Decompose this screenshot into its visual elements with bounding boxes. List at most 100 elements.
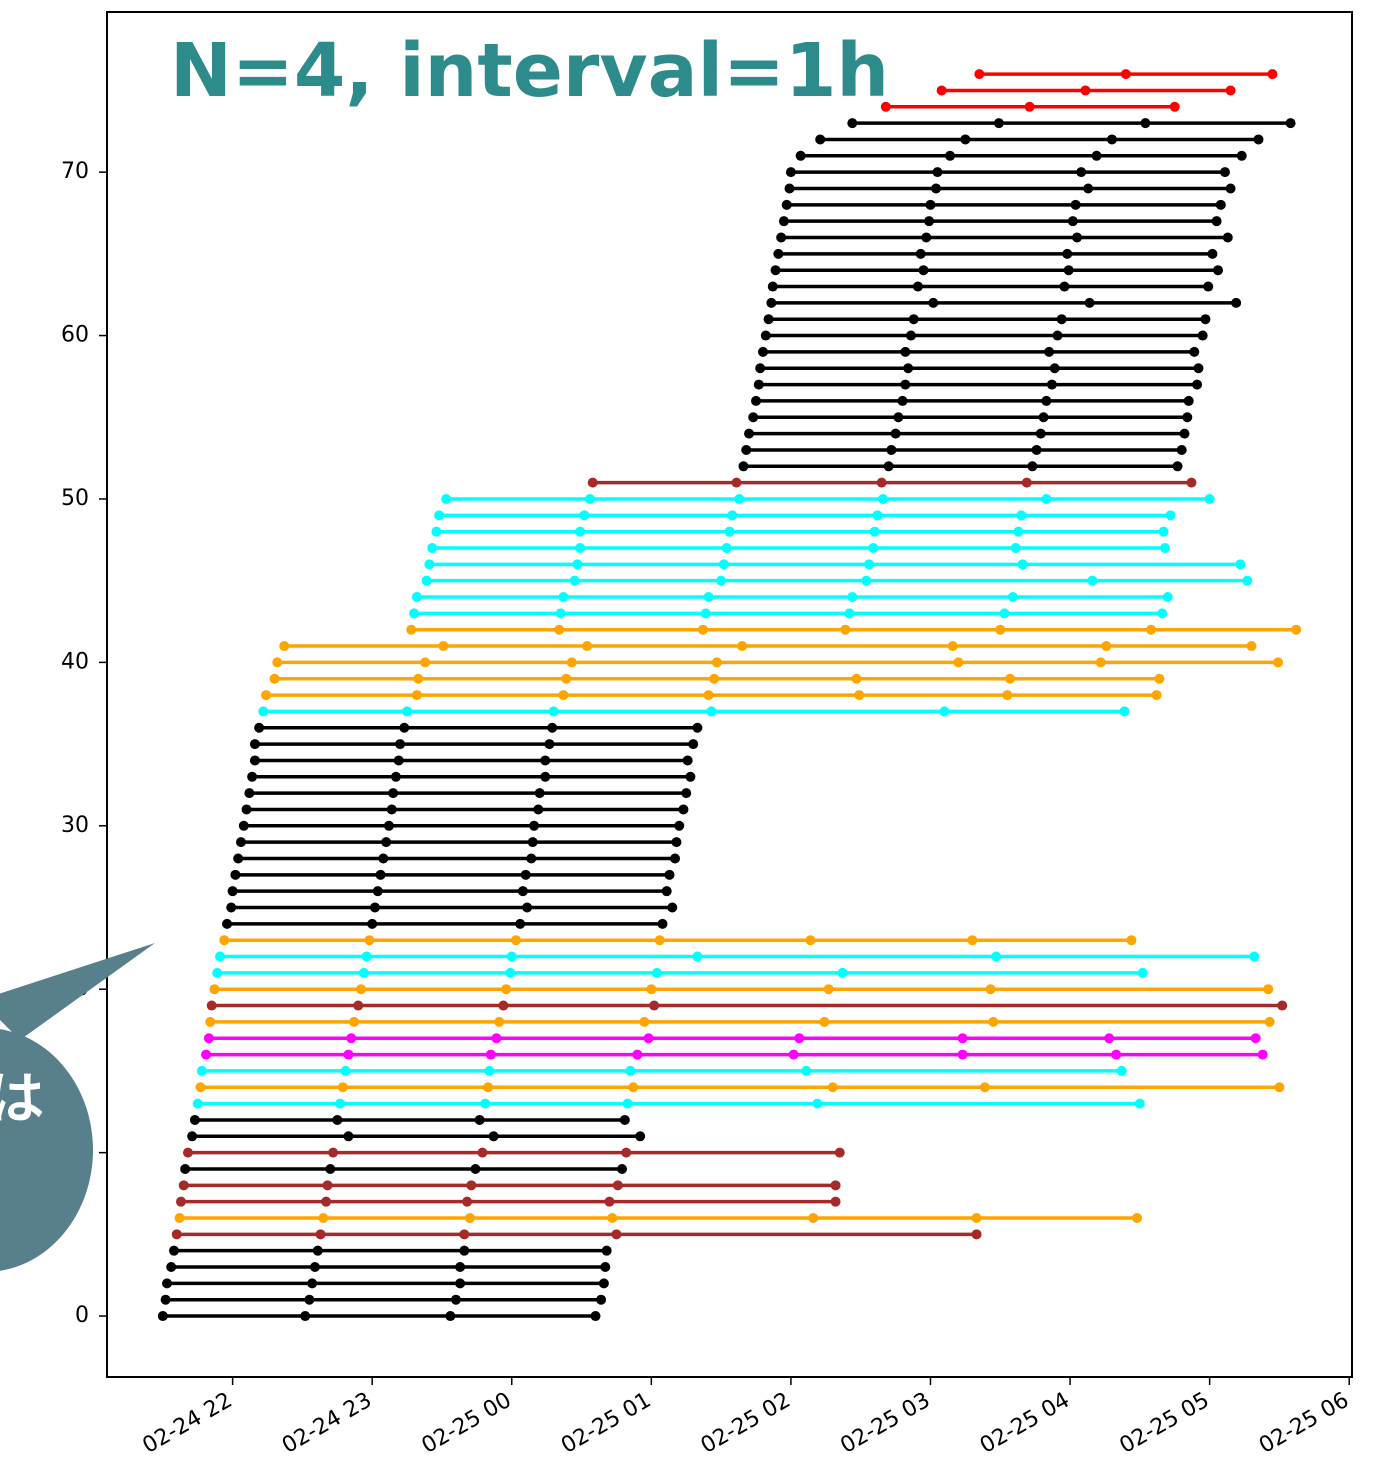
speech-bubble: は [0, 943, 155, 1271]
point [381, 837, 392, 848]
point [985, 984, 996, 995]
bubble-body [0, 1029, 93, 1271]
point [431, 526, 442, 537]
point [1021, 477, 1032, 488]
point [900, 379, 911, 390]
point [1236, 150, 1247, 161]
y-tick-label: 50 [61, 486, 89, 511]
point [674, 820, 685, 831]
point [706, 706, 717, 717]
point [579, 510, 590, 521]
point [534, 788, 545, 799]
point [420, 657, 431, 668]
point [945, 150, 956, 161]
point [192, 1098, 203, 1109]
point [466, 1180, 477, 1191]
point [727, 510, 738, 521]
point [367, 918, 378, 929]
point [175, 1196, 186, 1207]
point [960, 134, 971, 145]
point [494, 1016, 505, 1027]
point [343, 1131, 354, 1142]
point [402, 706, 413, 717]
point [643, 1033, 654, 1044]
point [700, 608, 711, 619]
point [1182, 412, 1193, 423]
point [1193, 363, 1204, 374]
point [238, 820, 249, 831]
point [678, 804, 689, 815]
point [834, 1147, 845, 1158]
point [171, 1229, 182, 1240]
point [1010, 542, 1021, 553]
point [196, 1065, 207, 1076]
point [1052, 330, 1063, 341]
point [209, 984, 220, 995]
point [883, 461, 894, 472]
point [590, 1311, 601, 1322]
point [847, 118, 858, 129]
y-tick-label: 60 [61, 323, 89, 348]
point [635, 1131, 646, 1142]
point [522, 902, 533, 913]
point [897, 395, 908, 406]
point [621, 1147, 632, 1158]
point [1041, 493, 1052, 504]
point [607, 1212, 618, 1223]
point [328, 1147, 339, 1158]
point [459, 1229, 470, 1240]
point [484, 1065, 495, 1076]
x-tick-label: 02-25 00 [418, 1388, 516, 1459]
point [692, 951, 703, 962]
point [340, 1065, 351, 1076]
point [649, 1000, 660, 1011]
point [893, 412, 904, 423]
point [1200, 314, 1211, 325]
x-tick-label: 02-25 06 [1255, 1388, 1353, 1459]
point [721, 542, 732, 553]
point [227, 886, 238, 897]
point [189, 1114, 200, 1125]
point [547, 722, 558, 733]
point [526, 853, 537, 864]
point [1007, 592, 1018, 603]
point [716, 575, 727, 586]
point [1035, 428, 1046, 439]
point [794, 1033, 805, 1044]
point [1231, 297, 1242, 308]
point [1087, 575, 1098, 586]
point [304, 1294, 315, 1305]
point [325, 1163, 336, 1174]
point [632, 1049, 643, 1060]
point [269, 673, 280, 684]
point [1203, 281, 1214, 292]
point [957, 1033, 968, 1044]
point [1084, 297, 1095, 308]
point [369, 902, 380, 913]
point [162, 1278, 173, 1289]
point [724, 526, 735, 537]
point [1070, 199, 1081, 210]
point [375, 869, 386, 880]
point [321, 1196, 332, 1207]
point [434, 510, 445, 521]
point [1106, 134, 1117, 145]
point [1038, 412, 1049, 423]
point [459, 1245, 470, 1256]
point [219, 935, 230, 946]
point [1242, 575, 1253, 586]
point [939, 706, 950, 717]
point [582, 641, 593, 652]
point [1215, 199, 1226, 210]
point [1067, 216, 1078, 227]
point [795, 150, 806, 161]
point [1207, 248, 1218, 259]
point [622, 1098, 633, 1109]
plot-frame [106, 11, 1353, 1378]
point [1250, 1033, 1261, 1044]
point [501, 984, 512, 995]
point [868, 542, 879, 553]
point [751, 395, 762, 406]
point [399, 722, 410, 733]
